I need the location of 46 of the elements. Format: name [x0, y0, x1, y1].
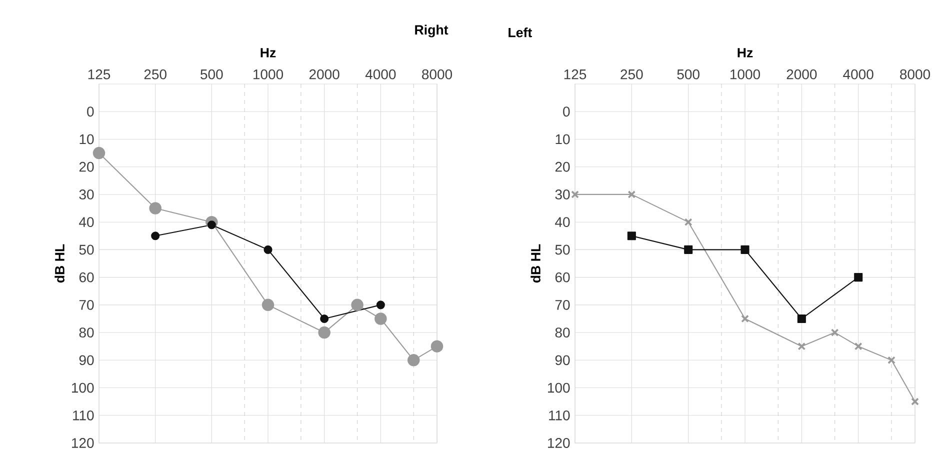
y-tick-label: 20: [555, 162, 570, 172]
y-tick-label: 10: [556, 134, 570, 144]
y-tick-label: 0: [87, 106, 94, 117]
y-tick-label: 0: [563, 106, 570, 117]
x-axis-title: Hz: [738, 48, 753, 58]
y-tick-label: 70: [555, 300, 570, 310]
y-axis-title: dB HL: [530, 244, 540, 283]
y-tick-label: 20: [79, 162, 94, 172]
x-axis-title: Hz: [260, 48, 276, 58]
y-tick-label: 80: [79, 328, 94, 338]
y-tick-label: 40: [79, 217, 94, 228]
y-tick-label: 90: [79, 355, 94, 366]
y-axis-title: dB HL: [54, 244, 64, 283]
y-tick-label: 120: [72, 438, 94, 448]
y-tick-label: 120: [548, 438, 570, 448]
x-tick-label: 8000: [422, 69, 452, 80]
y-tick-label: 110: [73, 410, 94, 420]
y-tick-label: 10: [80, 134, 94, 144]
x-tick-label: 4000: [365, 69, 396, 80]
x-tick-label: 1000: [730, 69, 760, 80]
x-tick-label: 250: [620, 69, 643, 80]
x-tick-label: 4000: [843, 69, 874, 80]
x-tick-label: 2000: [786, 69, 817, 80]
y-tick-label: 100: [548, 382, 570, 393]
chart-title: Left: [508, 28, 532, 38]
chart-title: Right: [415, 24, 448, 38]
x-tick-label: 125: [88, 69, 110, 80]
x-tick-label: 250: [144, 69, 166, 80]
y-tick-label: 30: [555, 190, 570, 200]
y-tick-label: 90: [555, 355, 570, 366]
y-tick-label: 40: [555, 217, 570, 228]
y-tick-label: 50: [555, 244, 570, 255]
x-tick-label: 2000: [309, 69, 340, 80]
y-tick-label: 70: [79, 300, 94, 310]
y-tick-label: 60: [79, 272, 94, 282]
x-tick-label: 8000: [900, 69, 930, 80]
y-tick-label: 80: [555, 328, 570, 338]
y-tick-label: 50: [79, 244, 94, 255]
x-tick-label: 125: [564, 69, 586, 80]
x-tick-label: 500: [200, 69, 223, 80]
x-tick-label: 1000: [254, 69, 284, 80]
x-tick-label: 500: [677, 69, 700, 80]
y-tick-label: 60: [555, 272, 570, 282]
y-tick-label: 110: [549, 410, 570, 420]
y-tick-label: 100: [72, 382, 94, 393]
y-tick-label: 30: [79, 190, 94, 200]
